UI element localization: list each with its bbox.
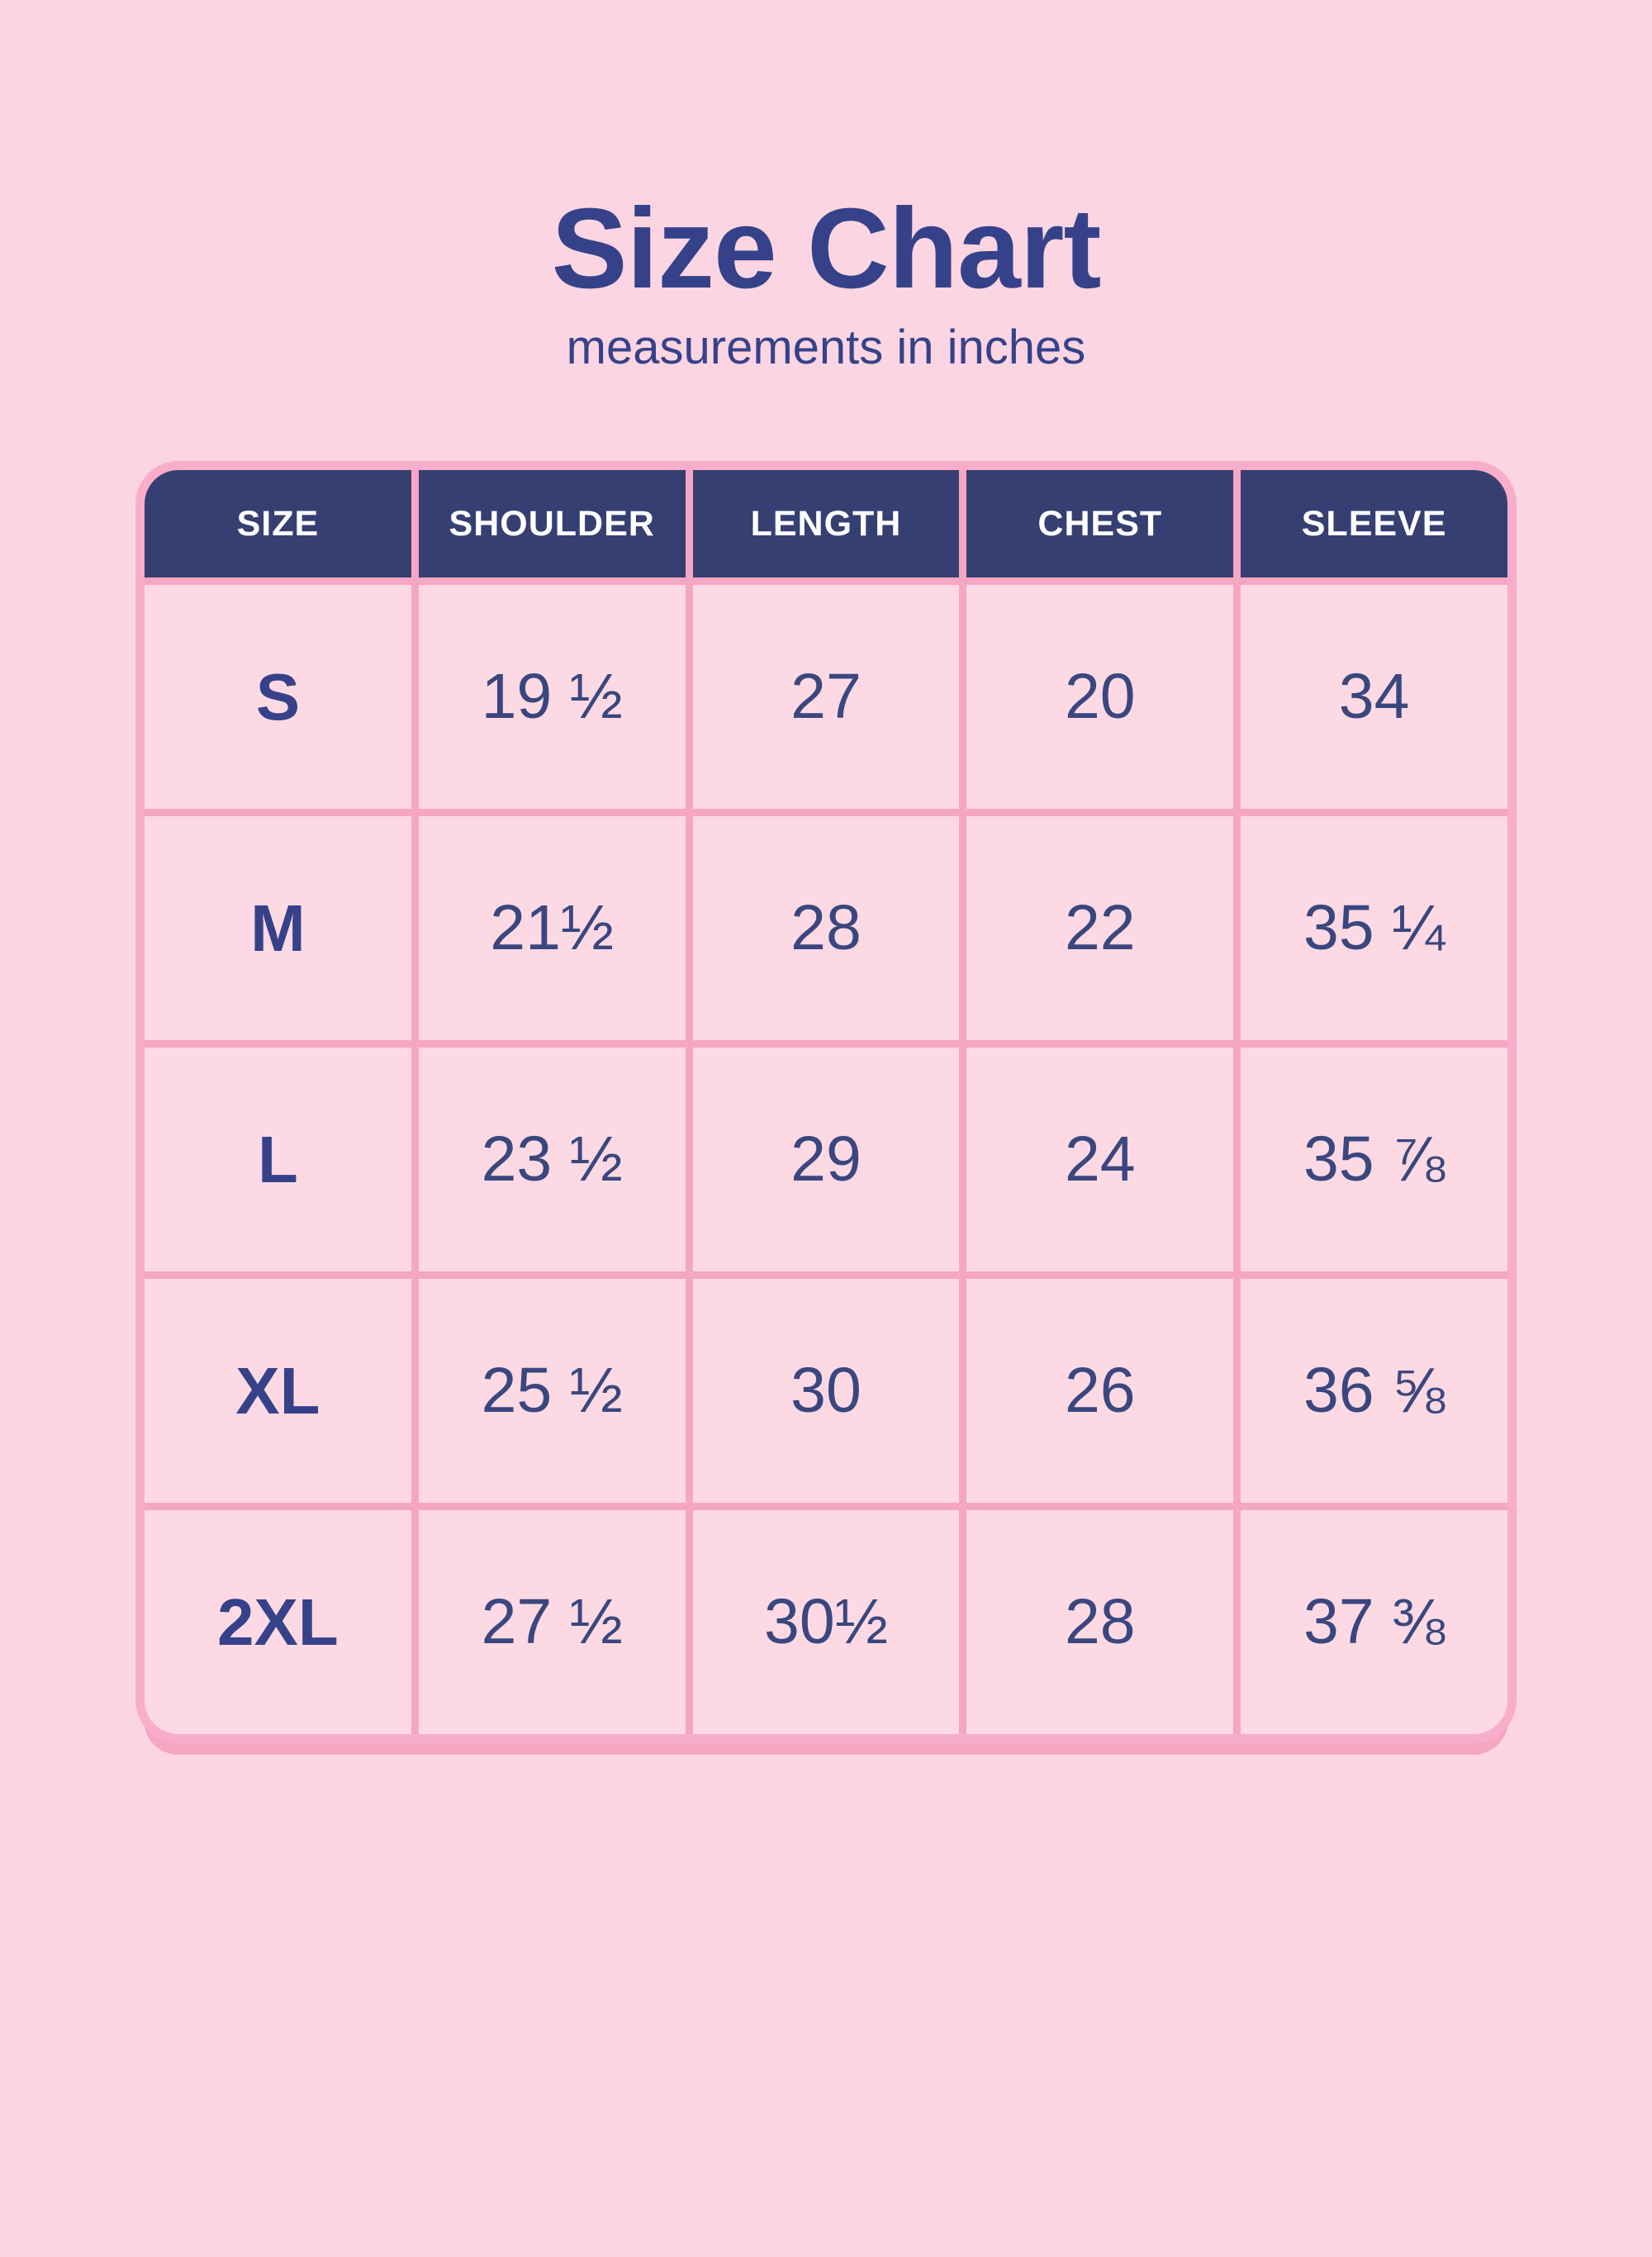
page-title: Size Chart [551,185,1102,312]
sleeve-cell-xl: 36 ⅝ [1241,1279,1507,1503]
chest-cell-2xl: 28 [966,1510,1234,1734]
header-cell-chest: CHEST [966,470,1234,577]
chest-cell-xl: 26 [966,1279,1234,1503]
sleeve-cell-s: 34 [1241,585,1507,809]
size-cell-l: L [145,1048,411,1271]
length-cell-s: 27 [692,585,960,809]
shoulder-cell-l: 23 ½ [418,1048,686,1271]
length-cell-2xl: 30½ [692,1510,960,1734]
length-cell-m: 28 [692,816,960,1040]
header-cell-shoulder: SHOULDER [418,470,686,577]
header-cell-size: SIZE [145,470,411,577]
page-subtitle: measurements in inches [566,321,1086,374]
size-chart-table: SIZE SHOULDER LENGTH CHEST SLEEVE S 19 ½… [135,461,1517,1743]
size-cell-xl: XL [145,1279,411,1503]
shoulder-cell-xl: 25 ½ [418,1279,686,1503]
header-cell-sleeve: SLEEVE [1241,470,1507,577]
sleeve-cell-l: 35 ⅞ [1241,1048,1507,1271]
sleeve-cell-2xl: 37 ⅜ [1241,1510,1507,1734]
sleeve-cell-m: 35 ¼ [1241,816,1507,1040]
length-cell-l: 29 [692,1048,960,1271]
size-cell-m: M [145,816,411,1040]
chest-cell-m: 22 [966,816,1234,1040]
size-cell-2xl: 2XL [145,1510,411,1734]
shoulder-cell-m: 21½ [418,816,686,1040]
header-cell-length: LENGTH [692,470,960,577]
length-cell-xl: 30 [692,1279,960,1503]
shoulder-cell-s: 19 ½ [418,585,686,809]
chest-cell-s: 20 [966,585,1234,809]
shoulder-cell-2xl: 27 ½ [418,1510,686,1734]
chest-cell-l: 24 [966,1048,1234,1271]
size-cell-s: S [145,585,411,809]
